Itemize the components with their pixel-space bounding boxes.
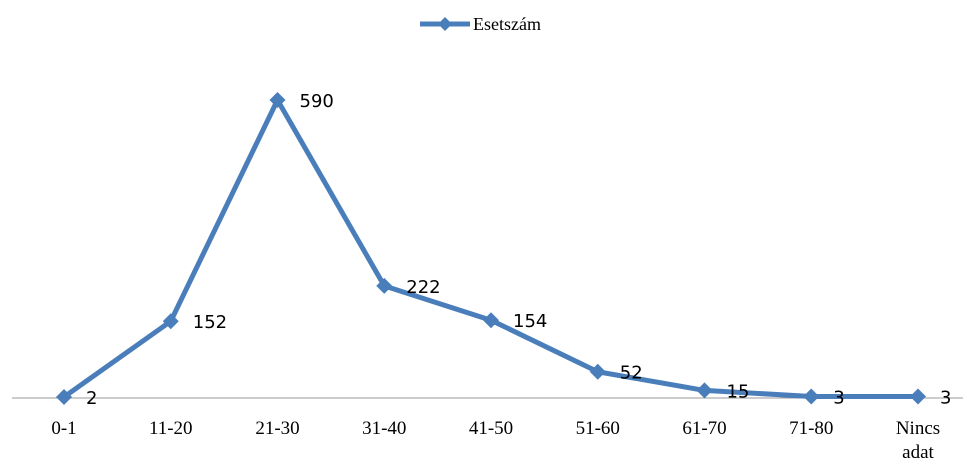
x-axis-ticks: 0-1 11-20 21-30 31-40 41-50 51-60 61-70 71-80 Ni…: [51, 418, 940, 463]
data-label: 222: [406, 277, 440, 298]
series-line: [62, 97, 918, 400]
plot-area: 2 152 590 222 154 52 15 3 3: [56, 91, 951, 409]
data-label: 3: [940, 387, 951, 408]
x-tick-label: 11-20: [149, 418, 193, 439]
data-point-marker: [803, 388, 820, 405]
data-label: 590: [300, 91, 334, 112]
x-tick-label: 21-30: [255, 418, 299, 439]
data-point-marker: [162, 313, 179, 330]
data-label: 3: [833, 387, 844, 408]
x-tick-label: 0-1: [51, 418, 76, 439]
data-label: 152: [193, 312, 227, 333]
data-point-marker: [269, 92, 286, 108]
x-tick-label: 41-50: [469, 418, 513, 439]
x-tick-label: 31-40: [362, 418, 406, 439]
x-tick-label: 71-80: [789, 418, 833, 439]
legend-marker: [438, 17, 452, 31]
x-tick-label: Nincs adat: [896, 418, 940, 463]
legend: Esetszám: [420, 14, 541, 34]
x-tick-label: 51-60: [576, 418, 620, 439]
data-point-marker: [910, 388, 926, 405]
data-point-marker: [483, 312, 499, 329]
legend-label: Esetszám: [473, 14, 541, 34]
data-point-marker: [589, 363, 606, 380]
data-label: 154: [513, 311, 547, 332]
data-point-marker: [376, 277, 393, 294]
data-label: 52: [620, 363, 643, 384]
x-tick-label: 61-70: [682, 418, 726, 439]
data-label: 2: [86, 388, 97, 409]
data-point-marker: [696, 382, 713, 399]
data-label: 15: [727, 381, 750, 402]
data-point-marker: [56, 388, 72, 405]
